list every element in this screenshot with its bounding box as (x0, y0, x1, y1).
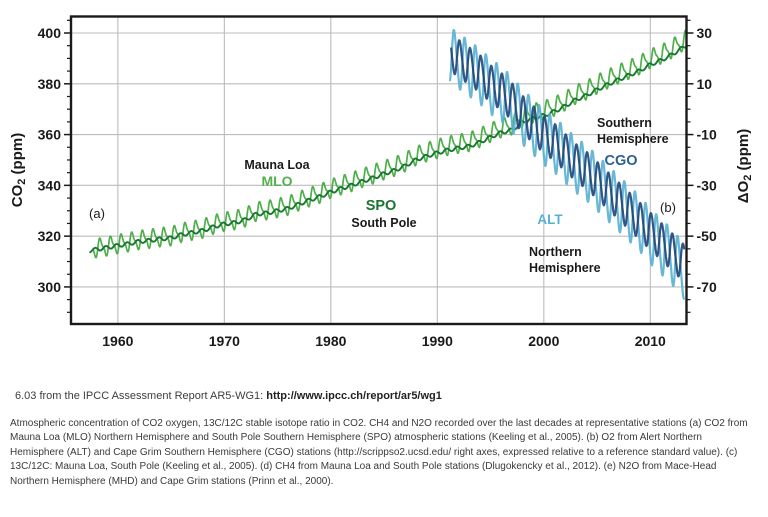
x-tick-label: 1970 (209, 333, 240, 349)
figure-caption: Atmospheric concentration of CO2 oxygen,… (10, 418, 748, 487)
report-link[interactable]: http://www.ipcc.ch/report/ar5/wg1 (266, 390, 442, 402)
y-right-tick-label: -70 (697, 279, 717, 295)
y-right-tick-label: -30 (697, 177, 717, 193)
y-left-tick-label: 300 (38, 279, 62, 295)
right-axis-title: ΔO2 (ppm) (735, 129, 754, 203)
axis-ticks (64, 19, 694, 313)
y-left-tick-label: 320 (38, 228, 62, 244)
y-left-tick-label: 380 (38, 76, 62, 92)
annotation-northern: Northern (529, 245, 582, 259)
series-curves (89, 29, 687, 300)
annotation-hemisphere: Hemisphere (597, 132, 669, 146)
co2-deltao2-chart: 1960 1970 1980 1990 2000 2010 300 320 340 360 380 4… (9, 15, 754, 349)
annotation-hemisphere: Hemisphere (529, 261, 601, 275)
annotation-mlo: MLO (261, 173, 292, 189)
spo-curve (89, 45, 687, 254)
y-left-tick-label: 360 (38, 127, 62, 143)
x-tick-label: 2000 (528, 333, 559, 349)
annotation-southern: Southern (597, 116, 652, 130)
figure-source-line: 6.03 from the IPCC Assessment Report AR5… (15, 390, 442, 402)
x-tick-label: 1980 (315, 333, 346, 349)
y-right-tick-label: -10 (697, 127, 717, 143)
y-right-tick-label: -50 (697, 228, 717, 244)
annotation-spo: SPO (366, 198, 397, 214)
mlo-curve (92, 29, 687, 259)
annotation--a-: (a) (89, 206, 105, 221)
cgo-curve (450, 39, 686, 278)
annotation-mauna-loa: Mauna Loa (244, 158, 310, 172)
x-tick-label: 1990 (422, 333, 453, 349)
figure-number-text: 6.03 from the IPCC Assessment Report AR5… (15, 390, 267, 402)
x-tick-label: 2010 (635, 333, 666, 349)
axis-labels: 1960 1970 1980 1990 2000 2010 300 320 340 360 380 4… (9, 25, 754, 349)
x-tick-label: 1960 (102, 333, 133, 349)
y-right-tick-label: 30 (697, 25, 713, 41)
annotation-cgo: CGO (604, 153, 637, 169)
y-left-tick-label: 400 (38, 25, 62, 41)
left-axis-title: CO2 (ppm) (9, 133, 28, 207)
annotation-alt: ALT (537, 212, 563, 227)
plot-frame (69, 15, 688, 326)
y-left-tick-label: 340 (38, 177, 62, 193)
annotation-south-pole: South Pole (351, 216, 416, 230)
y-right-tick-label: 10 (697, 76, 713, 92)
annotation--b-: (b) (660, 200, 676, 215)
